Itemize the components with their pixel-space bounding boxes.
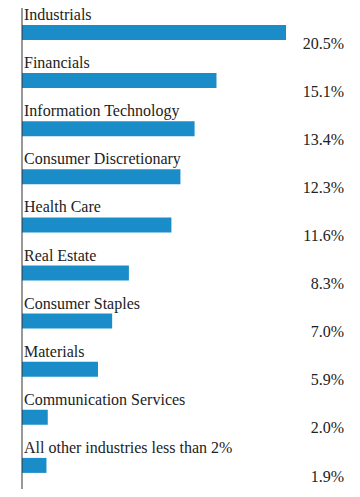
svg-text:All other industries less than: All other industries less than 2% — [24, 439, 232, 456]
svg-text:13.4%: 13.4% — [303, 131, 344, 148]
svg-text:1.9%: 1.9% — [311, 468, 344, 485]
svg-text:Information Technology: Information Technology — [24, 102, 179, 120]
svg-text:Industrials: Industrials — [24, 8, 92, 23]
svg-text:20.5%: 20.5% — [303, 35, 344, 52]
svg-text:5.9%: 5.9% — [311, 371, 344, 388]
svg-text:2.0%: 2.0% — [311, 419, 344, 436]
svg-text:11.6%: 11.6% — [303, 227, 344, 244]
svg-text:8.3%: 8.3% — [311, 275, 344, 292]
svg-text:Communication Services: Communication Services — [24, 391, 185, 408]
svg-text:Real Estate: Real Estate — [24, 247, 96, 264]
svg-text:7.0%: 7.0% — [311, 323, 344, 340]
svg-text:Health Care: Health Care — [24, 198, 101, 215]
svg-text:12.3%: 12.3% — [303, 179, 344, 196]
svg-text:Materials: Materials — [24, 343, 84, 360]
svg-text:Financials: Financials — [24, 54, 90, 71]
svg-text:Consumer Discretionary: Consumer Discretionary — [24, 150, 181, 168]
svg-text:Consumer Staples: Consumer Staples — [24, 295, 140, 313]
svg-text:15.1%: 15.1% — [303, 83, 344, 100]
